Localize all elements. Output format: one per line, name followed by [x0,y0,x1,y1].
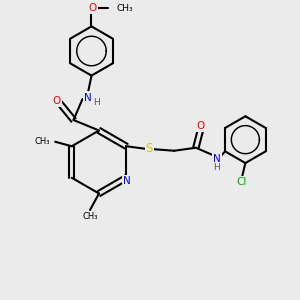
Text: N: N [213,154,221,164]
Text: H: H [214,163,220,172]
Text: O: O [89,3,97,14]
Text: CH₃: CH₃ [116,4,133,13]
Text: H: H [93,98,100,107]
Text: N: N [84,92,92,103]
Text: S: S [146,142,153,155]
Text: O: O [52,95,61,106]
Text: O: O [197,121,205,131]
Text: CH₃: CH₃ [34,137,50,146]
Text: N: N [123,176,131,186]
Text: CH₃: CH₃ [82,212,98,221]
Text: Cl: Cl [237,177,247,187]
